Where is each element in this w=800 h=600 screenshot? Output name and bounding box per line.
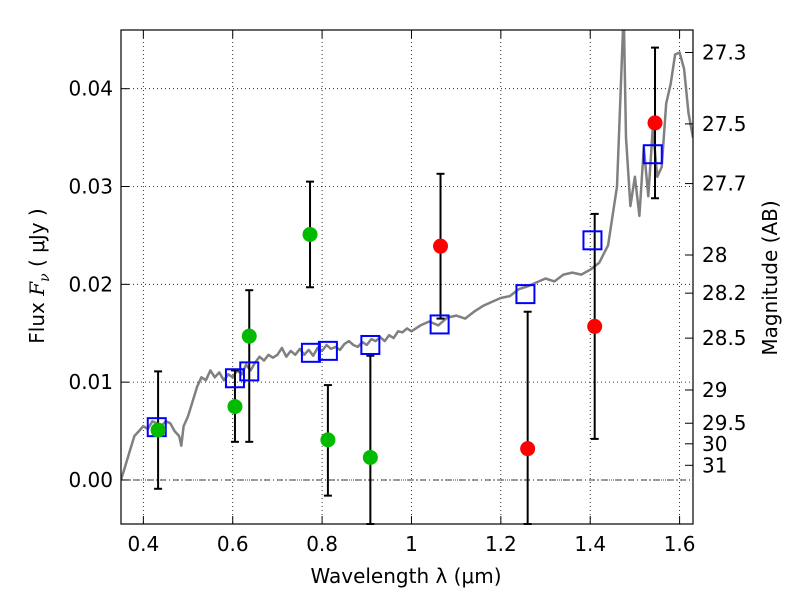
green-data-point [302, 226, 318, 242]
magnitude-tick-label: 27.7 [702, 172, 747, 196]
y-tick-label: 0.01 [68, 370, 113, 394]
green-data-point [320, 432, 336, 448]
green-data-point [227, 399, 243, 415]
x-axis-label: Wavelength λ (μm) [310, 564, 501, 588]
x-tick-label: 1 [405, 532, 418, 556]
template-markers [146, 144, 663, 438]
x-tick-label: 0.8 [306, 532, 338, 556]
magnitude-tick-label: 30 [702, 432, 727, 456]
y-axis-label-unit: ( μJy ) [25, 208, 49, 273]
y-tick-label: 0.04 [68, 77, 113, 101]
y-tick-label: 0.02 [68, 272, 113, 296]
template-marker [360, 334, 381, 355]
template-marker [515, 284, 536, 305]
x-axis-ticks: 0.4 0.6 0.8 1 1.2 1.4 1.6 [127, 30, 696, 556]
plot-frame [120, 29, 694, 525]
template-marker [224, 368, 245, 389]
green-data-point [241, 328, 257, 344]
y-axis-label-subscript: ν [37, 273, 53, 282]
template-marker [642, 144, 663, 165]
x-tick-label: 1.4 [574, 532, 606, 556]
magnitude-tick-label: 28.5 [702, 326, 747, 350]
template-marker [239, 361, 260, 382]
red-data-point [520, 441, 536, 457]
magnitude-axis-label: Magnitude (AB) [758, 200, 782, 355]
red-data-point [647, 115, 663, 131]
green-data-point [150, 422, 166, 438]
magnitude-tick-label: 27.5 [702, 112, 747, 136]
template-marker [317, 340, 338, 361]
magnitude-tick-label: 31 [702, 453, 727, 477]
y-tick-label: 0.03 [68, 175, 113, 199]
grid [121, 30, 693, 524]
plot-border [120, 29, 694, 525]
y-axis-ticks: 0.00 0.01 0.02 0.03 0.04 [68, 77, 129, 492]
red-data-point [433, 238, 449, 254]
template-marker [582, 230, 603, 251]
x-tick-label: 0.6 [217, 532, 249, 556]
template-marker [429, 314, 450, 335]
magnitude-tick-label: 29.5 [702, 411, 747, 435]
magnitude-tick-label: 27.3 [702, 40, 747, 64]
model-spectrum-line [121, 30, 693, 481]
y-tick-label: 0.00 [68, 468, 113, 492]
y-axis-label: Flux Fν ( μJy ) [25, 208, 53, 343]
green-data-point [362, 449, 378, 465]
observed-points [150, 115, 663, 465]
magnitude-tick-label: 29 [702, 378, 727, 402]
magnitude-tick-label: 28 [702, 243, 727, 267]
x-tick-label: 1.2 [485, 532, 517, 556]
y-axis-label-text: Flux [25, 296, 49, 344]
red-data-point [587, 318, 603, 334]
model-spectrum [121, 30, 693, 481]
x-tick-label: 0.4 [127, 532, 159, 556]
y-axis-label-symbol: F [25, 281, 49, 297]
x-tick-label: 1.6 [664, 532, 696, 556]
template-marker [300, 342, 321, 363]
magnitude-tick-label: 28.2 [702, 281, 747, 305]
